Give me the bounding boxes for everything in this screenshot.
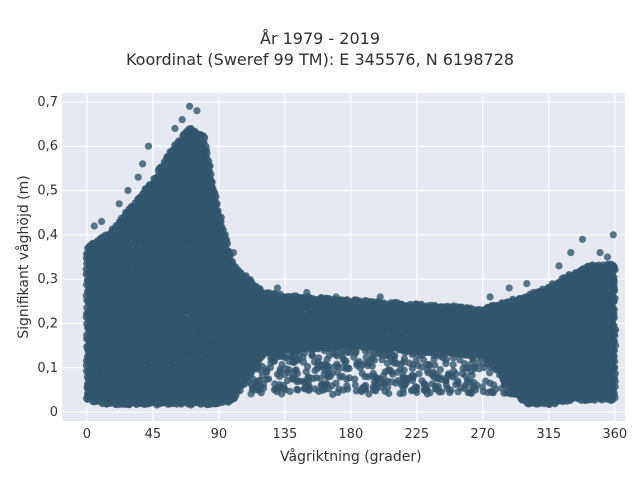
data-point [201, 134, 209, 142]
data-point [206, 162, 214, 170]
data-point [212, 193, 220, 201]
data-point [208, 178, 216, 186]
data-points [82, 102, 620, 409]
data-point [203, 149, 211, 157]
data-point [217, 218, 225, 226]
chart-subtitle: Koordinat (Sweref 99 TM): E 345576, N 61… [125, 50, 515, 69]
chart-title: År 1979 - 2019 [260, 29, 380, 48]
data-point [207, 170, 215, 179]
data-point [213, 199, 221, 208]
data-point [202, 142, 210, 151]
